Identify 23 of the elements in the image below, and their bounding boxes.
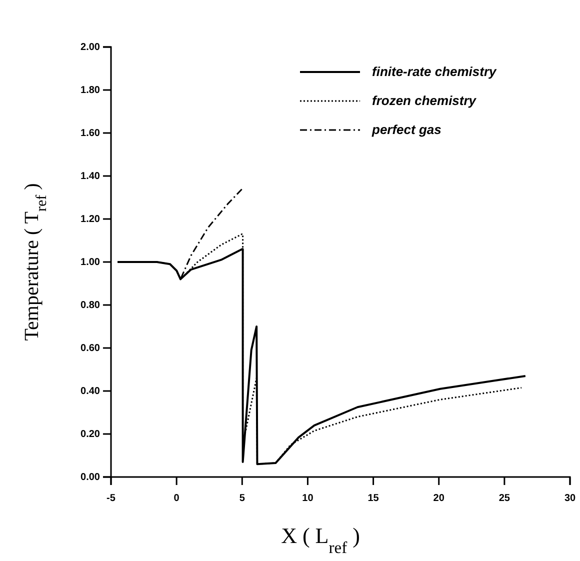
- x-tick-label: 0: [174, 493, 180, 504]
- x-tick-label: 30: [564, 493, 576, 504]
- legend-label: perfect gas: [371, 122, 442, 137]
- legend-label: finite-rate chemistry: [372, 64, 498, 79]
- y-tick-label: 2.00: [80, 42, 100, 54]
- x-tick-label: -5: [106, 493, 116, 504]
- y-tick-label: 1.20: [80, 214, 100, 226]
- x-tick-label: 20: [433, 493, 445, 504]
- legend-label: frozen chemistry: [372, 93, 477, 108]
- y-tick-label: 1.80: [80, 85, 100, 96]
- y-tick-label: 0.80: [80, 300, 100, 312]
- y-tick-label: 1.00: [80, 257, 100, 268]
- x-tick-label: 10: [302, 493, 314, 504]
- x-tick-label: 5: [239, 493, 246, 504]
- y-tick-label: 0.40: [80, 386, 100, 398]
- y-tick-label: 0.00: [80, 472, 100, 484]
- x-axis-title: X ( L$_{ref}$ ): [281, 523, 360, 556]
- y-tick-label: 1.40: [80, 171, 100, 182]
- y-tick-label: 0.60: [80, 343, 100, 354]
- x-tick-label: 15: [368, 493, 380, 504]
- x-tick-label: 25: [498, 493, 510, 504]
- y-tick-label: 1.60: [80, 128, 100, 140]
- y-tick-label: 0.20: [80, 429, 100, 440]
